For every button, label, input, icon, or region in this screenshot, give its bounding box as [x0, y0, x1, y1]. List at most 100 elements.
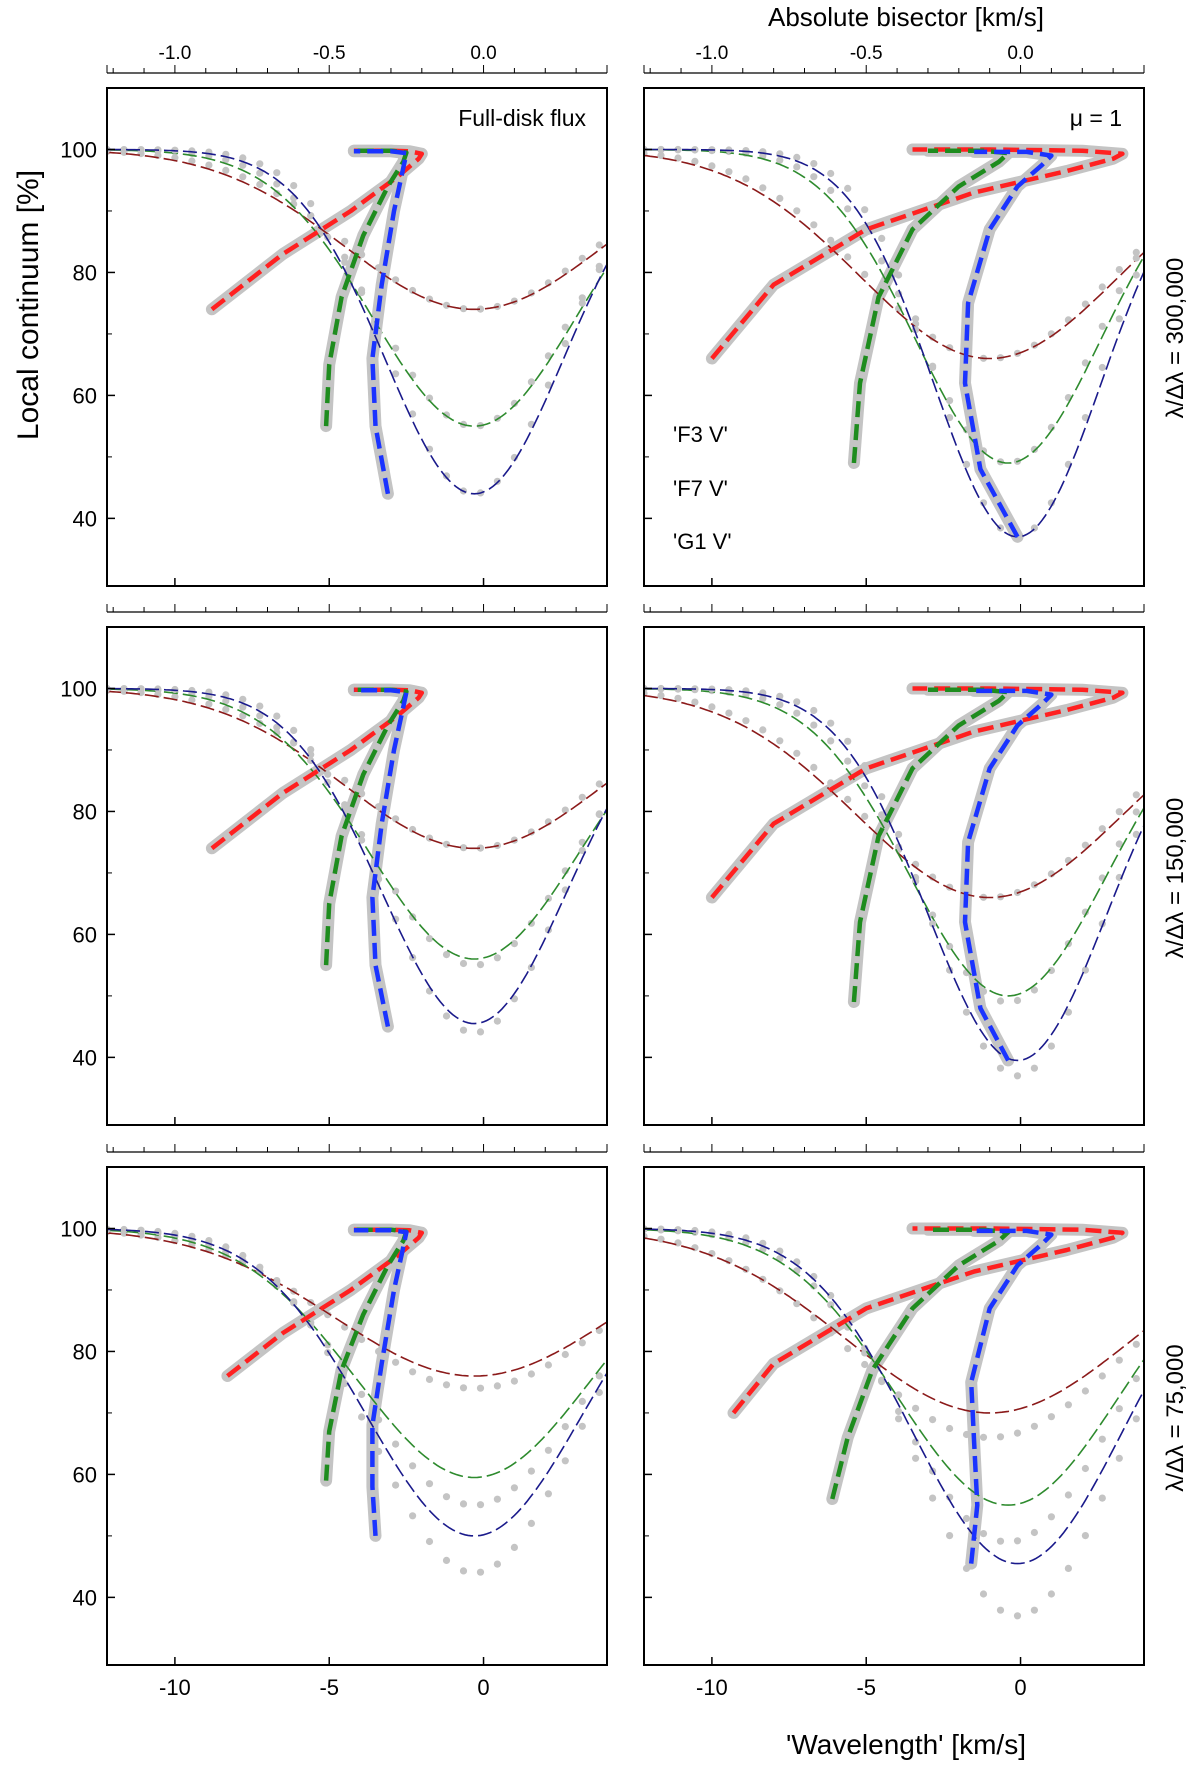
bisector-line-g1-v	[353, 688, 409, 1028]
reference-profile-dot	[459, 1026, 468, 1034]
reference-profile-dot	[878, 793, 886, 801]
reference-profile-dot	[827, 1291, 835, 1300]
reference-profile-dot	[1115, 315, 1123, 323]
reference-profile-dot	[912, 1404, 920, 1412]
reference-profile-dot	[578, 254, 586, 262]
reference-profile-dot	[861, 270, 869, 278]
reference-bisector	[959, 684, 1058, 1067]
reference-profile-dot	[442, 840, 451, 848]
reference-profile-dot	[1047, 966, 1055, 975]
reference-profile-dot	[1098, 1494, 1106, 1502]
reference-profile-dot	[827, 236, 835, 244]
reference-profile-dot	[962, 1008, 971, 1016]
reference-profile-dot	[544, 894, 553, 903]
reference-profile-dot	[222, 705, 230, 714]
reference-profile-dot	[561, 1350, 569, 1359]
top-axis-tick-label: -1.0	[696, 43, 729, 64]
reference-profile-dot	[793, 749, 801, 757]
reference-profile-dot	[1047, 1042, 1055, 1050]
reference-profile-dot	[929, 920, 937, 928]
reference-profile-dot	[1115, 1405, 1123, 1413]
reference-profile-dot	[510, 1377, 518, 1385]
reference-profile-dot	[273, 180, 281, 188]
reference-profile-dot	[375, 1447, 383, 1455]
row-label-300000: λ/Δλ = 300,000	[1162, 258, 1189, 419]
reference-profile-dot	[442, 1012, 451, 1020]
top-axis-0-1: -1.0 -0.5 0.0	[643, 43, 1145, 74]
reference-profile-dot	[561, 267, 569, 275]
reference-profile-dot	[844, 205, 852, 213]
reference-profile-dot	[476, 844, 485, 852]
plot-area	[107, 1223, 607, 1576]
reference-profile-dot	[725, 168, 733, 176]
panel-frame	[643, 626, 1145, 1126]
reference-profile-dot	[425, 1537, 434, 1546]
reference-profile-dot	[493, 1382, 501, 1390]
reference-profile-dot	[425, 394, 434, 402]
reference-profile-dot	[561, 323, 569, 331]
reference-profile-dot	[442, 1381, 451, 1389]
reference-profile-dot	[341, 1379, 349, 1388]
reference-profile-dot	[691, 698, 699, 706]
reference-profile-dot	[1030, 341, 1038, 349]
y-tick-label: 40	[73, 506, 97, 531]
bisector-line-g1-v	[962, 149, 1054, 538]
reference-profile-dot	[527, 919, 536, 927]
reference-profile-dot	[239, 695, 247, 703]
reference-profile-dot	[979, 499, 988, 507]
reference-profile-dot	[657, 1225, 665, 1233]
reference-profile-dot	[307, 751, 315, 759]
reference-profile-dot	[996, 1064, 1005, 1072]
reference-profile-dot	[510, 399, 518, 407]
profile-line-f3-v	[644, 1237, 1144, 1414]
bisector-line-g1-v	[353, 1228, 409, 1537]
bisector-line-g1-v	[968, 1228, 1054, 1564]
reference-profile-dot	[1098, 322, 1106, 330]
legend: 'F3 V' 'F7 V' 'G1 V'	[673, 422, 732, 554]
reference-profile-dot	[188, 157, 196, 165]
top-axis-2-0	[106, 1144, 608, 1153]
reference-profile-dot	[476, 1384, 485, 1392]
reference-profile-dot	[341, 801, 349, 809]
y-tick-label: 40	[73, 1585, 97, 1610]
reference-profile-dot	[1132, 1415, 1140, 1423]
x-tick-label: 0	[477, 1675, 489, 1700]
bisector-line-f3-v	[710, 147, 1125, 360]
reference-profile-dot	[375, 264, 383, 272]
left-axis-label: Local continuum [%]	[12, 170, 45, 440]
reference-profile-dot	[1115, 266, 1123, 274]
reference-bisector	[727, 1222, 1129, 1419]
reference-profile-dot	[425, 1375, 434, 1383]
reference-profile-dot	[358, 790, 366, 798]
bisector-line-f3-v	[731, 1226, 1125, 1415]
reference-profile-dot	[1030, 445, 1038, 453]
reference-profile-dot	[459, 1567, 468, 1575]
reference-profile-dot	[307, 212, 315, 220]
reference-profile-dot	[493, 954, 501, 962]
reference-profile-dot	[895, 1415, 903, 1423]
reference-profile-dot	[1098, 1372, 1106, 1380]
reference-profile-dot	[307, 200, 315, 208]
reference-profile-dot	[578, 1339, 586, 1347]
reference-profile-dot	[1030, 1064, 1038, 1072]
reference-profile-dot	[137, 146, 145, 154]
reference-profile-dot	[425, 935, 434, 943]
y-tick-label: 40	[73, 1045, 97, 1070]
reference-profile-dot	[1081, 414, 1089, 422]
reference-profile-dot	[776, 701, 784, 709]
reference-profile-dot	[827, 1301, 835, 1309]
y-tick-label: 60	[73, 1462, 97, 1487]
reference-profile-dot	[1064, 1491, 1072, 1499]
reference-profile-dot	[776, 194, 784, 202]
reference-profile-dot	[561, 1457, 569, 1465]
reference-profile-dot	[861, 782, 869, 790]
reference-profile-dot	[878, 1378, 886, 1386]
reference-profile-dot	[188, 686, 196, 695]
reference-profile-dot	[154, 1227, 162, 1236]
plot-area	[107, 683, 607, 1036]
reference-profile-dot	[239, 173, 247, 181]
reference-profile-dot	[895, 271, 903, 279]
reference-profile-dot	[273, 169, 281, 177]
reference-profile-dot	[544, 1490, 553, 1498]
